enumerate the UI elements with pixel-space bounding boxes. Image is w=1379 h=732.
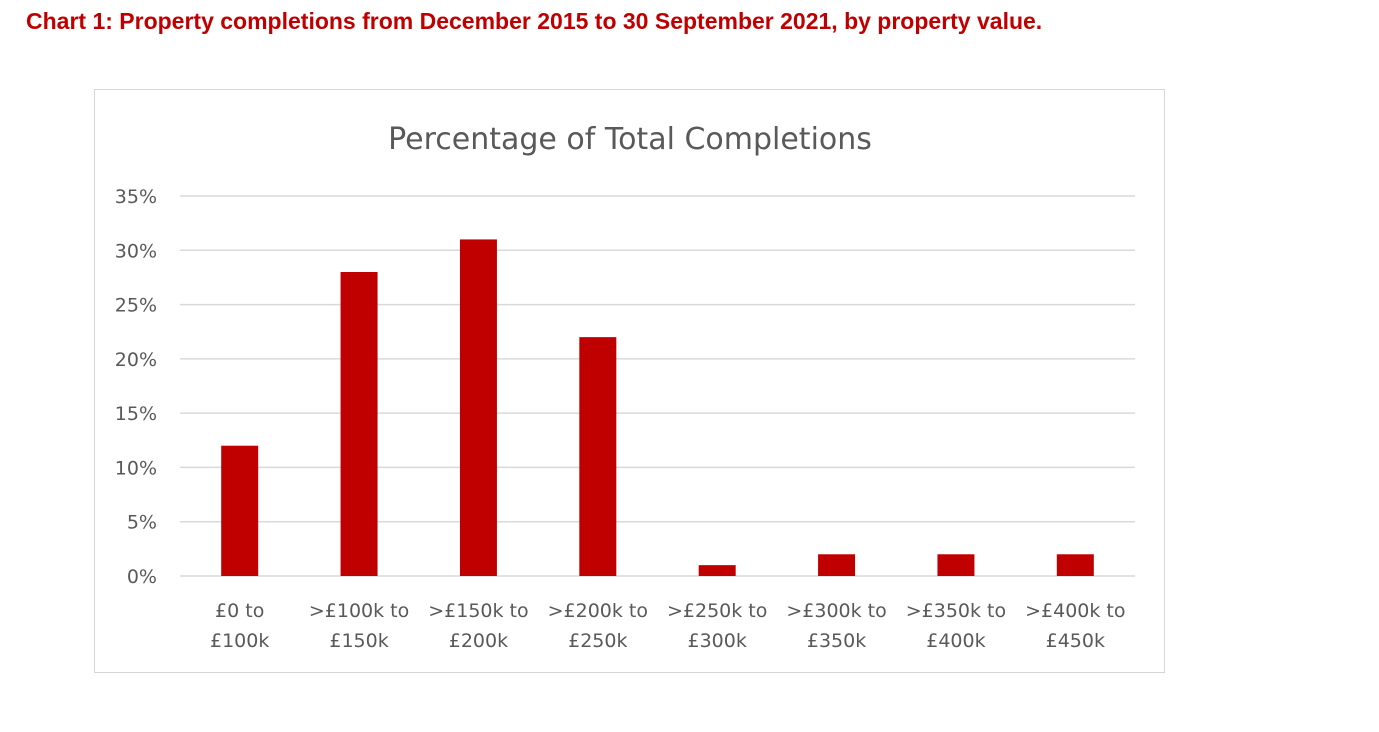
bar [818, 554, 856, 576]
x-category-label: >£250k to [667, 600, 767, 622]
y-tick-label: 5% [127, 512, 157, 534]
y-axis-ticks: 0% 5% 10% 15% 20% 25% 30% 35% [115, 186, 157, 588]
y-tick-label: 15% [115, 403, 157, 425]
y-tick-label: 35% [115, 186, 157, 208]
y-tick-label: 10% [115, 457, 157, 479]
y-tick-label: 20% [115, 349, 157, 371]
bar [1056, 554, 1094, 576]
x-category-label: £150k [329, 630, 388, 652]
x-category-label: £400k [926, 630, 985, 652]
bar [340, 272, 378, 576]
x-category-label: £200k [449, 630, 508, 652]
x-category-label: >£200k to [548, 600, 648, 622]
bar [937, 554, 975, 576]
document-heading: Chart 1: Property completions from Decem… [26, 8, 1043, 34]
bar [698, 565, 736, 576]
bar-chart: Percentage of Total Completions 0% 5% 10% 1… [115, 122, 1135, 652]
chart-frame: Percentage of Total Completions 0% 5% 10% 1… [94, 89, 1165, 673]
x-category-label: £450k [1046, 630, 1105, 652]
bar [459, 239, 497, 576]
y-tick-label: 30% [115, 240, 157, 262]
x-category-label: £300k [688, 630, 747, 652]
bar [221, 445, 259, 576]
x-category-label: £350k [807, 630, 866, 652]
x-category-label: >£150k to [428, 600, 528, 622]
x-category-label: >£300k to [786, 600, 886, 622]
x-category-label: £250k [568, 630, 627, 652]
x-category-label: £0 to [215, 600, 264, 622]
x-category-label: >£100k to [309, 600, 409, 622]
bar [579, 337, 617, 576]
x-category-label: >£350k to [906, 600, 1006, 622]
y-tick-label: 0% [127, 566, 157, 588]
gridlines [180, 195, 1135, 577]
y-tick-label: 25% [115, 295, 157, 317]
x-axis-categories: £0 to £100k >£100k to £150k >£150k to £200k >£… [210, 600, 1126, 652]
chart-title: Percentage of Total Completions [388, 122, 872, 157]
x-category-label: £100k [210, 630, 269, 652]
bars [221, 239, 1094, 576]
x-category-label: >£400k to [1025, 600, 1125, 622]
